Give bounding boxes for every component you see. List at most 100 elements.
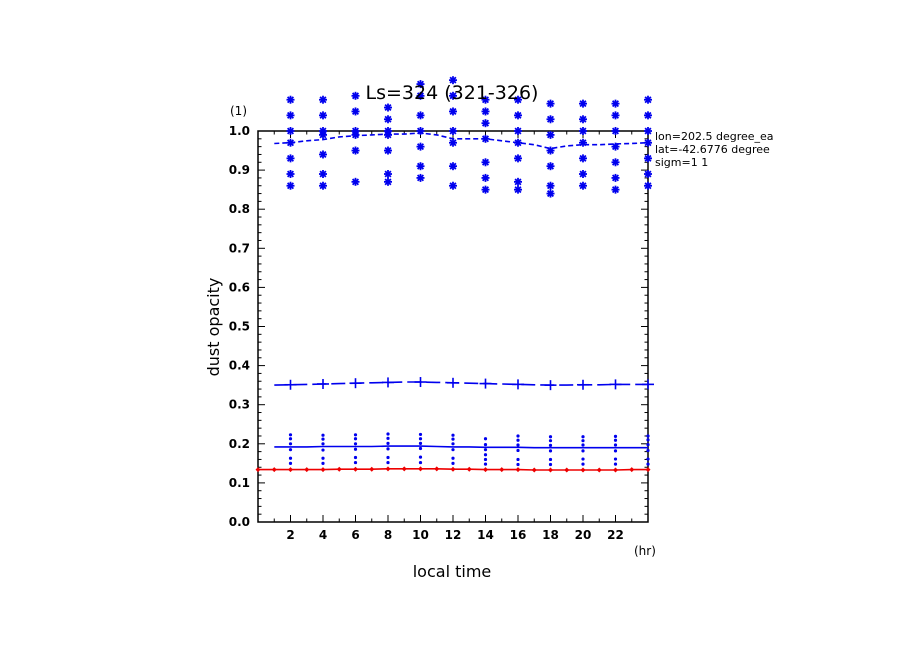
star-stroke: [286, 170, 295, 178]
red-diamond-marker: [304, 467, 310, 473]
star-marker: [351, 146, 360, 155]
red-diamond-marker: [271, 467, 277, 473]
dot-marker: [516, 448, 520, 453]
star-marker: [384, 127, 392, 135]
dot-marker: [386, 447, 390, 451]
dot-marker: [483, 462, 488, 466]
star-stroke: [384, 178, 392, 186]
y-axis-label: dust opacity: [204, 278, 223, 377]
star-stroke: [546, 190, 555, 198]
x-tick-label: 6: [351, 528, 359, 542]
star-marker: [481, 95, 490, 104]
star-marker: [514, 95, 522, 104]
dot-marker: [646, 442, 650, 447]
star-marker: [319, 181, 327, 190]
star-stroke: [579, 127, 587, 135]
star-marker: [319, 150, 327, 159]
star-marker: [319, 111, 327, 120]
star-stroke: [286, 96, 295, 104]
star-stroke: [286, 139, 295, 147]
star-stroke: [579, 139, 587, 147]
star-stroke: [351, 92, 360, 100]
star-stroke: [351, 127, 360, 135]
star-marker: [644, 181, 652, 190]
annotation-lat: lat=-42.6776 degree: [655, 143, 770, 156]
star-marker: [351, 177, 360, 186]
star-marker: [481, 185, 490, 194]
star-marker: [579, 181, 587, 190]
star-stroke: [514, 154, 522, 162]
star-marker: [384, 177, 392, 186]
dot-marker: [288, 437, 293, 441]
star-stroke: [611, 100, 620, 108]
star-stroke: [514, 127, 522, 135]
star-stroke: [644, 127, 652, 135]
red-diamond-marker: [336, 466, 342, 472]
star-marker: [579, 154, 587, 163]
star-stroke: [384, 170, 392, 178]
star-marker: [611, 185, 620, 194]
star-marker: [514, 138, 522, 147]
x-tick-label: 4: [319, 528, 327, 542]
star-marker: [644, 111, 652, 120]
star-stroke: [449, 139, 457, 147]
red-diamond-marker: [369, 466, 375, 472]
star-stroke: [644, 154, 652, 162]
x-tick-label: 22: [607, 528, 624, 542]
y-tick-label: 0.6: [229, 280, 250, 294]
star-stroke: [449, 162, 457, 170]
dot-marker: [483, 453, 488, 457]
red-diamond-marker: [629, 467, 635, 473]
star-stroke: [546, 131, 555, 139]
x-unit-label: (hr): [634, 544, 656, 558]
dot-marker: [321, 433, 325, 437]
dot-marker: [483, 437, 488, 441]
star-marker: [384, 170, 392, 179]
star-stroke: [416, 80, 425, 88]
tick-labels: 0.0 0.1 0.2 0.3 0.4 0.5 0.6 0.7 0.8 0.9 1.0 2 4 6 8 10 1…: [229, 124, 624, 542]
dot-marker: [613, 443, 618, 447]
red-diamond-marker: [385, 466, 391, 472]
star-marker: [546, 189, 555, 198]
star-marker: [611, 173, 620, 182]
star-stroke: [319, 127, 327, 135]
star-stroke: [319, 150, 327, 158]
star-stroke: [416, 127, 425, 135]
star-stroke: [319, 182, 327, 190]
star-marker: [546, 130, 555, 139]
star-stroke: [286, 182, 295, 190]
star-marker: [286, 154, 295, 163]
star-marker: [546, 146, 555, 155]
y-tick-label: 0.9: [229, 163, 250, 177]
star-marker: [546, 115, 555, 124]
dot-marker: [451, 448, 455, 452]
star-marker: [286, 170, 295, 179]
dot-marker: [516, 443, 520, 447]
star-stroke: [579, 154, 587, 162]
dot-marker: [353, 437, 358, 441]
star-stroke: [416, 143, 425, 151]
star-marker: [644, 138, 652, 147]
star-stroke: [286, 154, 295, 162]
star-marker: [611, 99, 620, 108]
dot-marker: [581, 462, 585, 466]
star-stroke: [481, 119, 490, 127]
dot-marker: [451, 456, 455, 460]
star-stroke: [644, 139, 652, 147]
dot-marker: [386, 432, 390, 436]
dot-marker: [483, 448, 488, 452]
dot-marker: [646, 448, 650, 453]
star-marker: [514, 111, 522, 120]
dot-marker: [613, 457, 618, 461]
star-stroke: [579, 170, 587, 178]
dot-marker: [321, 437, 325, 441]
dot-marker: [451, 433, 455, 437]
red-diamond-marker: [548, 467, 553, 473]
y-tick-label: 0.5: [229, 320, 250, 334]
dot-marker: [581, 435, 585, 439]
star-stroke: [319, 170, 327, 178]
y-tick-label: 0.1: [229, 476, 250, 490]
dot-marker: [646, 462, 650, 466]
red-diamond-marker: [255, 467, 261, 473]
y-tick-label: 0.0: [229, 515, 250, 529]
